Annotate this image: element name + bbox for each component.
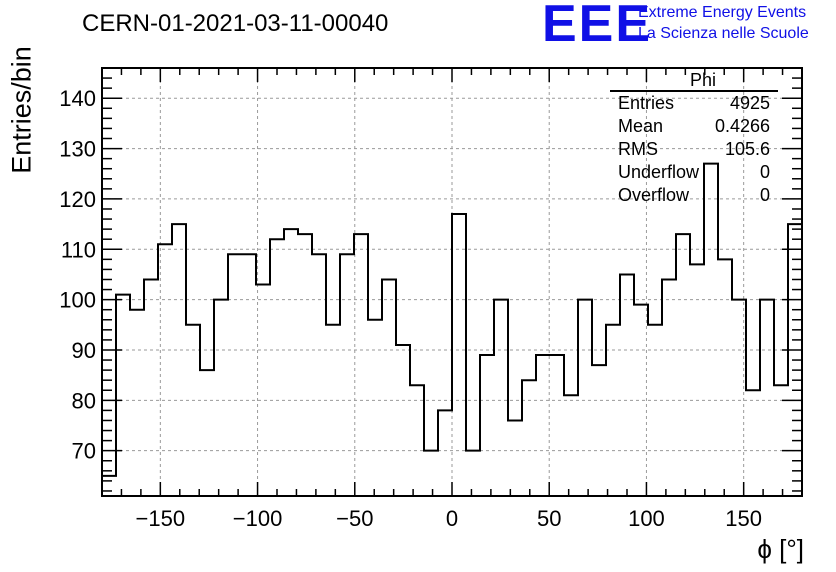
axes: −150 −100 −50 0 50 100 150 70 80 90 100 110 120 130 14… xyxy=(59,67,803,531)
x-tick-label: 0 xyxy=(446,506,458,531)
x-tick-label: −150 xyxy=(136,506,186,531)
stats-label: Overflow xyxy=(618,185,690,205)
chart-title: CERN-01-2021-03-11-00040 xyxy=(82,10,389,37)
histogram-line xyxy=(102,162,802,477)
y-tick-label: 80 xyxy=(72,388,96,413)
stats-value: 0.4266 xyxy=(714,116,770,136)
stats-header: Phi xyxy=(610,70,778,92)
stats-value: 4925 xyxy=(729,93,770,113)
histogram-series xyxy=(102,162,802,477)
x-axis-label: ϕ [°] xyxy=(757,534,804,564)
stats-row-rms: RMS 105.6 xyxy=(610,138,778,161)
eee-logo: EEE xyxy=(542,0,653,53)
stats-label: RMS xyxy=(618,139,658,159)
stats-label: Underflow xyxy=(618,162,700,182)
stats-label: Mean xyxy=(618,116,664,136)
x-tick-label: 50 xyxy=(537,506,561,531)
y-tick-label: 90 xyxy=(72,338,96,363)
x-tick-label: −100 xyxy=(233,506,283,531)
stats-row-underflow: Underflow 0 xyxy=(610,161,778,184)
logo-line-1: Extreme Energy Events xyxy=(638,4,807,21)
stats-box: Phi Entries 4925 Mean 0.4266 RMS 105.6 U… xyxy=(610,70,778,207)
x-tick-label: 100 xyxy=(628,506,665,531)
logo-line-2: La Scienza nelle Scuole xyxy=(638,25,809,42)
y-tick-label: 120 xyxy=(59,187,96,212)
y-tick-label: 100 xyxy=(59,288,96,313)
x-tick-label: 150 xyxy=(725,506,762,531)
x-tick-label: −50 xyxy=(336,506,373,531)
stats-value: 0 xyxy=(759,162,770,182)
y-tick-label: 70 xyxy=(72,439,96,464)
y-axis-label: Entries/bin xyxy=(6,46,37,174)
stats-value: 0 xyxy=(759,185,770,205)
stats-value: 105.6 xyxy=(724,139,770,159)
stats-label: Entries xyxy=(618,93,675,113)
y-tick-label: 130 xyxy=(59,137,96,162)
y-tick-label: 140 xyxy=(59,86,96,111)
stats-row-overflow: Overflow 0 xyxy=(610,184,778,207)
y-tick-label: 110 xyxy=(61,237,96,262)
stats-row-mean: Mean 0.4266 xyxy=(610,115,778,138)
stats-row-entries: Entries 4925 xyxy=(610,92,778,115)
